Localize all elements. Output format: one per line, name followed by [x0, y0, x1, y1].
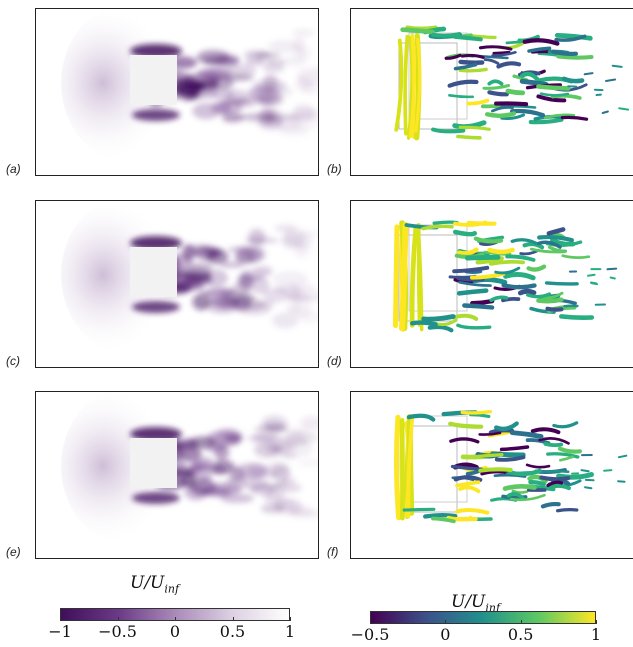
colorbar-tick-label: 0	[170, 622, 180, 641]
colorbar-tick-label: 0.5	[220, 622, 245, 641]
vortex-panel-b	[350, 8, 633, 176]
obstacle	[130, 247, 177, 297]
colorbar-tick-label: −0.5	[98, 622, 137, 641]
vortex-structures	[351, 9, 633, 176]
colorbar-tick-label: 1	[591, 625, 601, 644]
panel-label-c: (c)	[6, 354, 20, 368]
colorbar-tick-mark	[118, 617, 119, 621]
colorbar-tick-mark	[290, 617, 291, 621]
colorbar-tick-mark	[60, 617, 61, 621]
colorbar-tick-label: 1	[285, 622, 295, 641]
panel-label-d: (d)	[327, 354, 342, 368]
panel-label-e: (e)	[6, 545, 21, 559]
colorbar-tick-mark	[521, 620, 522, 624]
colorbar-tick-mark	[370, 620, 371, 624]
colorbar-tick-label: −0.5	[351, 625, 390, 644]
obstacle	[130, 55, 177, 105]
colorbar-tick-label: 0	[440, 625, 450, 644]
panel-label-b: (b)	[327, 162, 342, 176]
obstacle	[130, 438, 177, 488]
vortex-panel-f	[350, 391, 633, 559]
colorbar-tick-mark	[175, 617, 176, 621]
velocity-panel-a	[35, 8, 319, 176]
panel-label-a: (a)	[6, 162, 21, 176]
colorbar-tick-mark	[233, 617, 234, 621]
velocity-panel-c	[35, 200, 319, 368]
colorbar-right	[370, 611, 596, 624]
colorbar-left-title: U/Uinf	[130, 573, 179, 595]
velocity-field	[36, 392, 319, 559]
velocity-field	[36, 201, 319, 368]
vortex-structures	[351, 201, 633, 368]
colorbar-tick-mark	[596, 620, 597, 624]
velocity-field	[36, 9, 319, 176]
colorbar-tick-label: −1	[48, 622, 72, 641]
vortex-panel-d	[350, 200, 633, 368]
vortex-structures	[351, 392, 633, 559]
colorbar-tick-label: 0.5	[508, 625, 533, 644]
panel-label-f: (f)	[327, 545, 338, 559]
velocity-panel-e	[35, 391, 319, 559]
colorbar-tick-mark	[445, 620, 446, 624]
